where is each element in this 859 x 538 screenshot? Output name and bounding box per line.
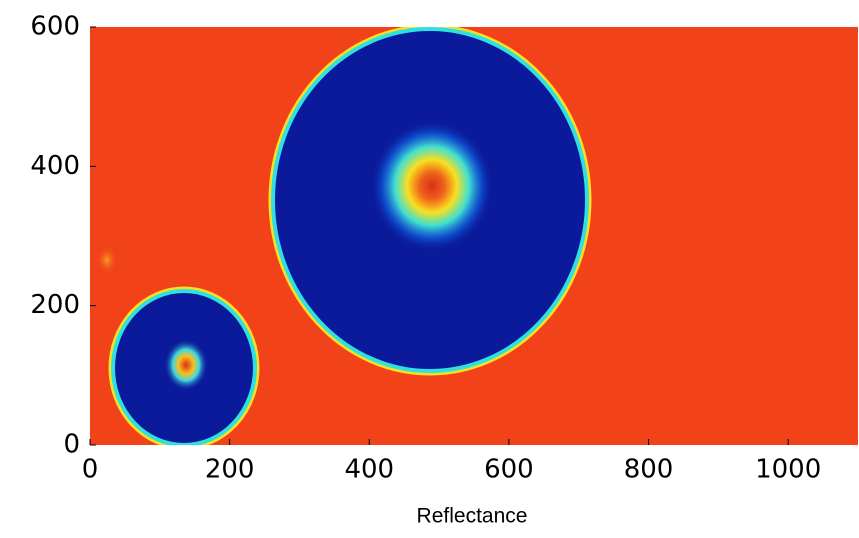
image bbox=[90, 27, 858, 445]
hot-spot bbox=[370, 120, 494, 252]
ring bbox=[268, 27, 592, 376]
x-tick-label: 0 bbox=[82, 455, 99, 485]
x-tick-label: 800 bbox=[624, 455, 674, 485]
x-tick-label: 400 bbox=[344, 455, 394, 485]
spot bbox=[97, 246, 117, 274]
y-tick-label: 600 bbox=[30, 12, 80, 42]
x-tick-label: 200 bbox=[205, 455, 255, 485]
ring bbox=[108, 286, 260, 445]
hot-spot bbox=[164, 339, 208, 391]
y-tick-label: 200 bbox=[30, 290, 80, 320]
y-tick-label: 0 bbox=[63, 430, 80, 460]
x-tick-label: 600 bbox=[484, 455, 534, 485]
y-tick-label: 400 bbox=[30, 151, 80, 181]
x-axis-label: Reflectance bbox=[417, 505, 528, 528]
x-tick-label: 1000 bbox=[755, 455, 821, 485]
